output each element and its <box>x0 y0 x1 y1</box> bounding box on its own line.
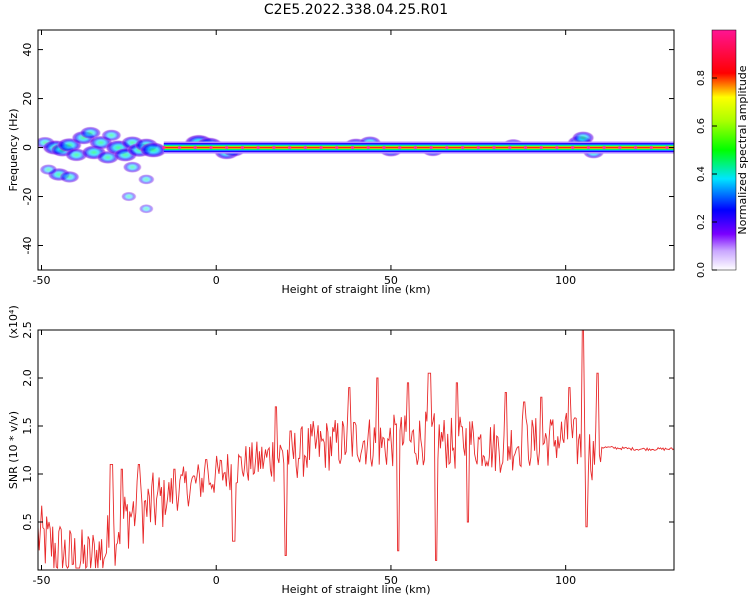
spectrogram-blob <box>138 204 154 214</box>
snr-xtick-label: -50 <box>33 574 51 587</box>
spectrogram-ridge-point <box>523 145 528 150</box>
spectrogram-ridge-point <box>319 145 323 150</box>
spectrogram-ridge-point <box>445 145 449 150</box>
spectrogram-ridge-point <box>413 145 418 150</box>
spectrogram-ridge-point <box>618 145 622 150</box>
spectrogram-ridge-point <box>539 145 543 150</box>
spectrogram-blob <box>121 191 137 202</box>
snr-scale-label: (x10⁴) <box>7 305 20 339</box>
spectrogram-blob <box>79 126 102 140</box>
snr-ylabel: SNR (10 * v/v) <box>7 411 20 489</box>
spectrogram-ytick-label: -20 <box>21 188 34 206</box>
spectrogram-ridge-point <box>429 145 433 150</box>
spectrogram-ridge <box>162 141 674 154</box>
spectrogram-xtick-label: 0 <box>213 274 220 287</box>
spectrogram-ridge-point <box>225 145 229 150</box>
snr-ticks: -50 0 50 100 0.5 1.0 1.5 2.0 2.5 <box>21 321 674 587</box>
spectrogram-ridge-point <box>492 145 496 150</box>
spectrogram-ridge-point <box>272 145 276 150</box>
spectrogram-ridge-point <box>649 145 653 150</box>
snr-xtick-label: 100 <box>555 574 576 587</box>
colorbar: 0.0 0.2 0.4 0.6 0.8 Normalized spectral ampl… <box>696 29 749 278</box>
snr-frame <box>37 329 675 571</box>
snr-xlabel: Height of straight line (km) <box>281 583 430 596</box>
spectrogram-ridge-point <box>162 145 166 150</box>
spectrogram-ridge-point <box>366 145 370 150</box>
spectrogram-blob <box>122 161 142 173</box>
spectrogram-ridge-point <box>335 145 339 150</box>
spectrogram-ridge-point <box>586 145 590 150</box>
snr-ytick-label: 0.5 <box>21 513 34 531</box>
colorbar-tick-label: 0.8 <box>696 70 707 86</box>
spectrogram-xtick-label: 100 <box>555 274 576 287</box>
spectrogram-blob <box>59 170 80 184</box>
snr-panel: -50 0 50 100 0.5 1.0 1.5 2.0 2.5 Height of strai… <box>7 305 675 596</box>
spectrogram-ytick-label: 0 <box>21 144 34 151</box>
spectrogram-ridge-point <box>460 145 465 150</box>
spectrogram-ridge-band <box>163 146 674 149</box>
spectrogram-blobs <box>38 126 605 214</box>
spectrogram-ridge-point <box>288 145 292 150</box>
snr-xtick-label: 50 <box>384 574 398 587</box>
snr-ytick-label: 1.0 <box>21 465 34 483</box>
spectrogram-ytick-label: -40 <box>21 237 34 255</box>
spectrogram-xlabel: Height of straight line (km) <box>281 283 430 296</box>
snr-ytick-label: 1.5 <box>21 417 34 435</box>
colorbar-gradient <box>711 29 737 271</box>
colorbar-label: Normalized spectral amplitude <box>736 65 749 234</box>
spectrogram-blob <box>139 142 168 158</box>
spectrogram-ridge-point <box>209 145 213 150</box>
colorbar-ticks: 0.0 0.2 0.4 0.6 0.8 <box>696 70 717 278</box>
colorbar-tick-label: 0.6 <box>696 118 707 134</box>
colorbar-tick-label: 0.0 <box>696 262 707 278</box>
spectrogram-frame <box>37 29 675 271</box>
spectrogram-panel: -50 0 50 100 -40 -20 0 20 40 Height of straight … <box>7 29 675 296</box>
spectrogram-ridge-point <box>177 145 182 150</box>
snr-series <box>38 330 674 570</box>
spectrogram-ridge-point <box>476 145 480 150</box>
spectrogram-blob <box>101 129 122 142</box>
spectrogram-blob <box>571 131 595 145</box>
spectrogram-ridge-point <box>350 145 355 150</box>
spectrogram-ytick-label: 40 <box>21 43 34 57</box>
spectrogram-ridge-point <box>508 145 512 150</box>
spectrogram-ridge-point <box>571 145 575 150</box>
spectrogram-ridge-point <box>602 145 606 150</box>
colorbar-tick-label: 0.4 <box>696 166 707 182</box>
spectrogram-ridge-point <box>555 145 559 150</box>
snr-xtick-label: 0 <box>213 574 220 587</box>
spectrogram-ridge-point <box>256 145 260 150</box>
spectrogram-ridge-point <box>240 145 245 150</box>
spectrogram-ridge-point <box>398 145 402 150</box>
spectrogram-ridge-point <box>193 145 197 150</box>
snr-ytick-label: 2.0 <box>21 369 34 387</box>
spectrogram-ridge-point <box>633 145 638 150</box>
spectrogram-ridge-point <box>665 145 669 150</box>
spectrogram-ytick-label: 20 <box>21 92 34 106</box>
spectrogram-ylabel: Frequency (Hz) <box>7 109 20 192</box>
spectrogram-xtick-label: 50 <box>384 274 398 287</box>
spectrogram-ridge-point <box>382 145 386 150</box>
colorbar-tick-label: 0.2 <box>696 214 707 230</box>
snr-ytick-label: 2.5 <box>21 321 34 339</box>
spectrogram-ridge-point <box>303 145 307 150</box>
spectrogram-blob <box>137 174 155 185</box>
snr-line <box>38 330 674 570</box>
spectrogram-xtick-label: -50 <box>33 274 51 287</box>
figure-title: C2E5.2022.338.04.25.R01 <box>264 2 448 18</box>
spectrogram-ticks: -50 0 50 100 -40 -20 0 20 40 <box>21 30 674 287</box>
spectrogram-blob <box>39 164 58 176</box>
